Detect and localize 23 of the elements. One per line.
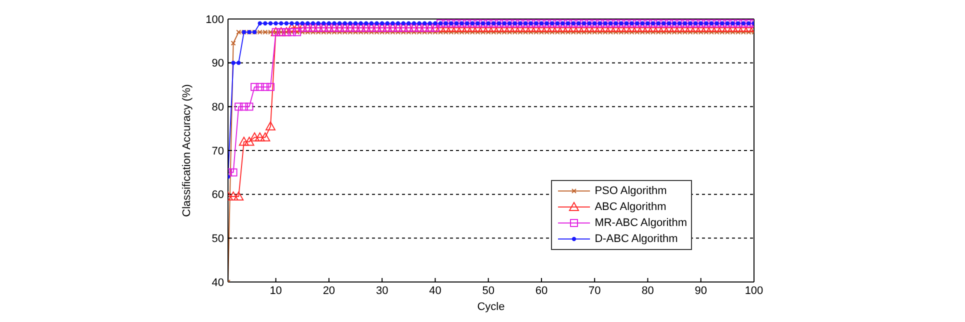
legend-label: MR-ABC Algorithm <box>594 217 687 229</box>
legend-label: ABC Algorithm <box>594 201 666 213</box>
y-tick-label: 90 <box>212 58 224 70</box>
x-tick-label: 100 <box>744 284 764 297</box>
y-tick-label: 70 <box>212 145 224 158</box>
x-axis-title: Cycle <box>477 301 505 313</box>
legend-label: D-ABC Algorithm <box>594 233 678 245</box>
y-tick-label: 80 <box>212 102 224 114</box>
x-tick-label: 10 <box>270 284 282 297</box>
x-tick-label: 30 <box>376 284 388 297</box>
x-tick-label: 80 <box>642 284 654 297</box>
x-tick-label: 70 <box>588 284 601 297</box>
y-tick-label: 40 <box>212 276 224 289</box>
x-tick-label: 60 <box>535 284 548 297</box>
x-tick-label: 40 <box>429 284 442 297</box>
y-tick-label: 100 <box>206 14 224 26</box>
x-tick-label: 90 <box>694 284 707 297</box>
y-axis-title: Classification Accuracy (%) <box>180 84 193 217</box>
x-tick-label: 50 <box>482 284 494 297</box>
legend-label: PSO Algorithm <box>594 185 667 197</box>
x-tick-label: 20 <box>322 284 336 297</box>
y-tick-label: 60 <box>212 189 224 202</box>
y-tick-label: 50 <box>212 233 224 246</box>
